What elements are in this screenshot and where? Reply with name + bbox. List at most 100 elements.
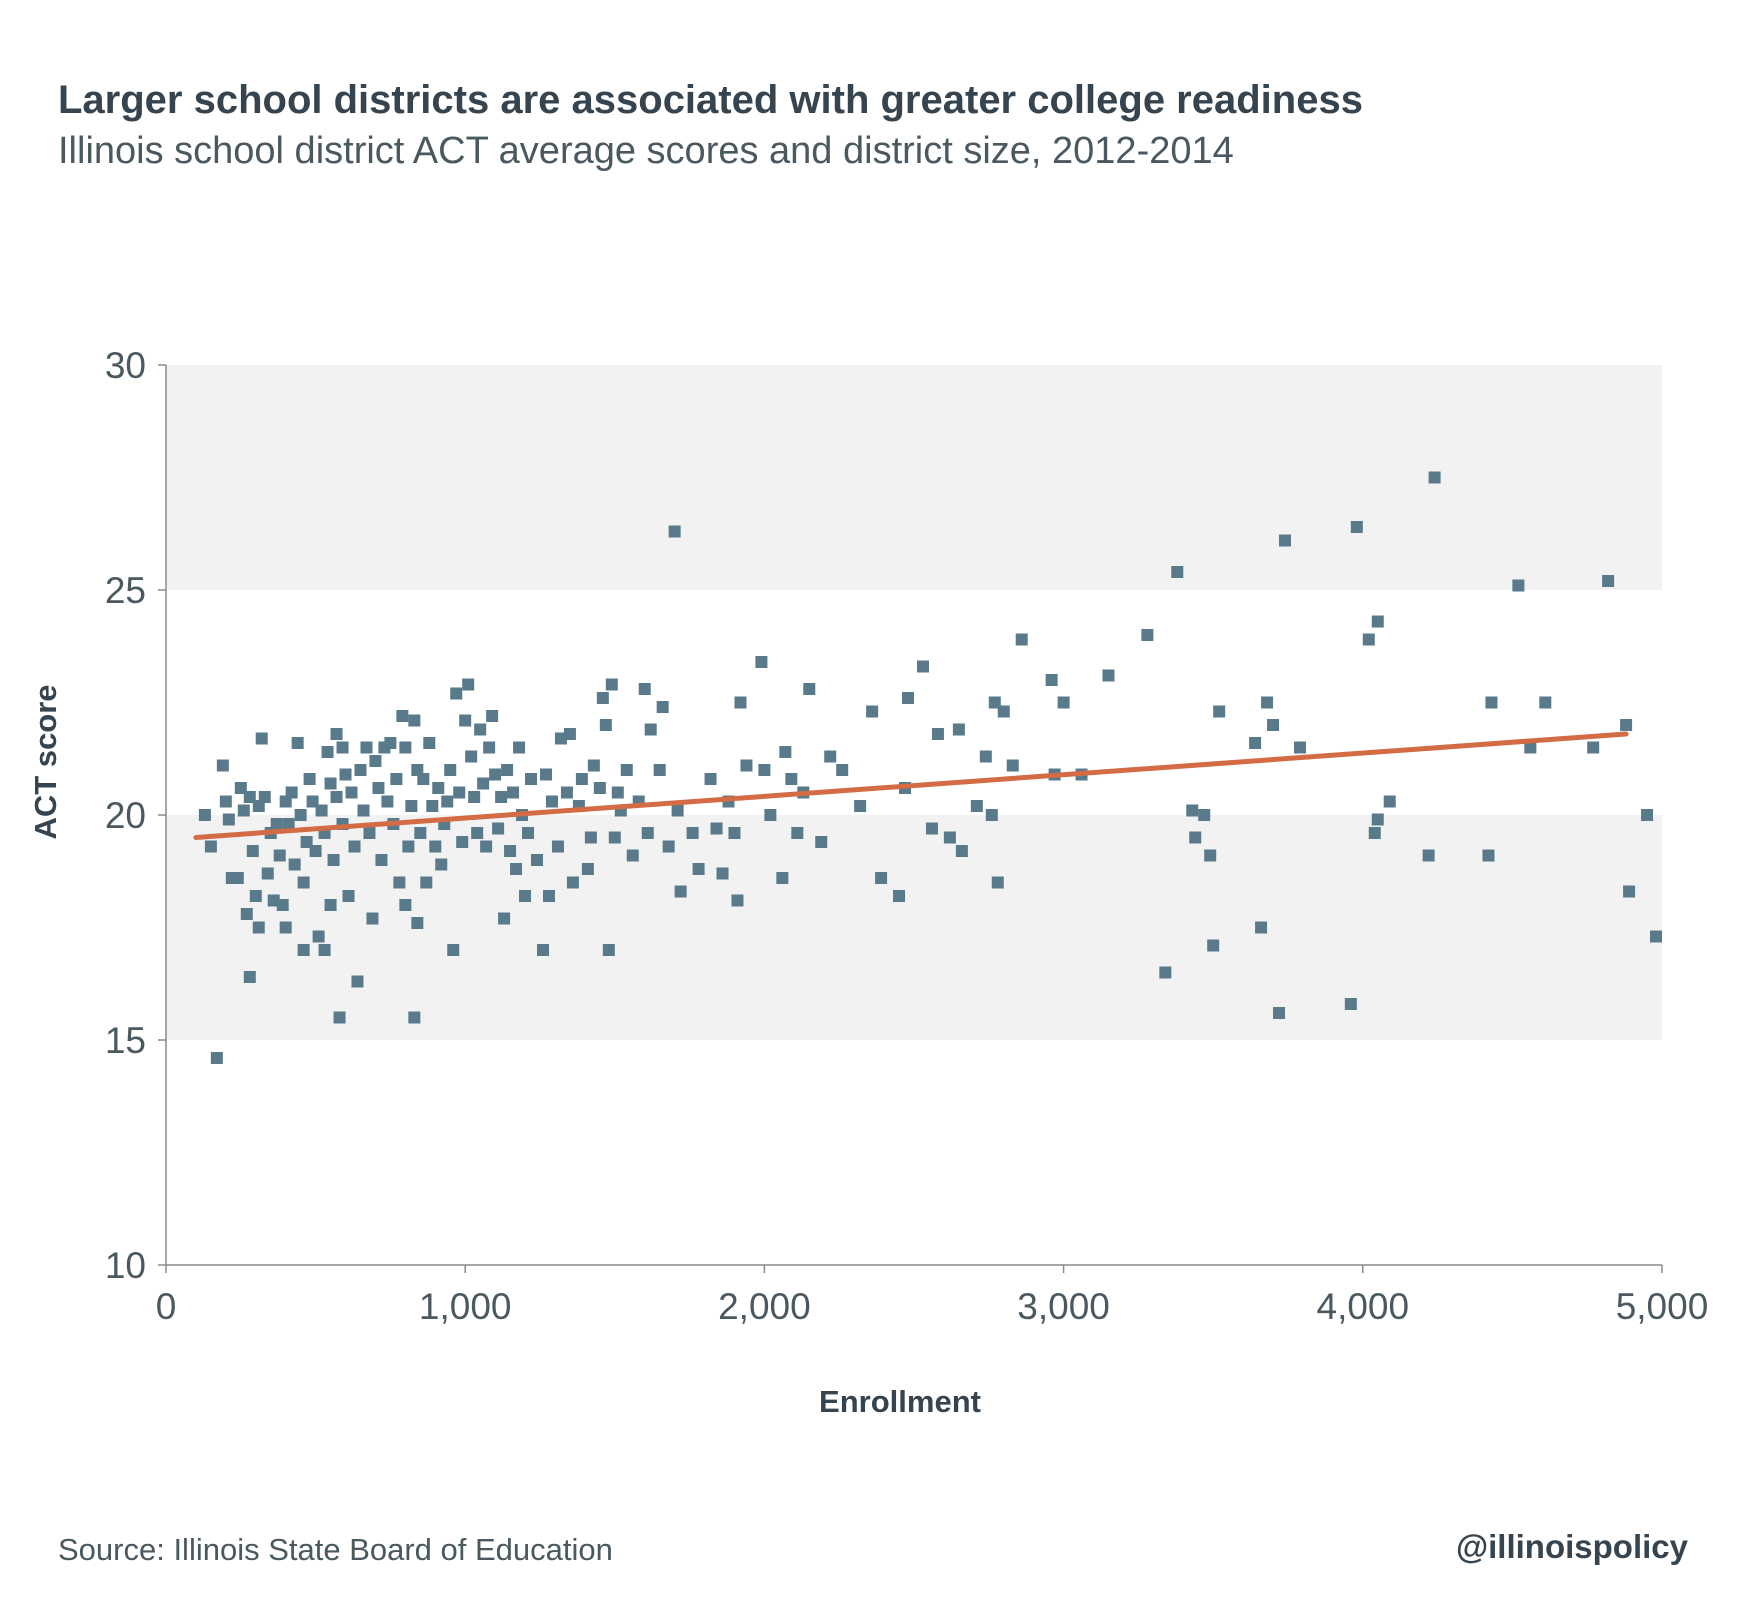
data-point <box>255 732 268 745</box>
data-point <box>668 525 681 538</box>
data-point <box>309 845 322 857</box>
data-point <box>1371 813 1384 826</box>
data-point <box>925 822 938 835</box>
data-point <box>216 759 229 772</box>
data-point <box>282 818 295 830</box>
y-tick-label: 15 <box>105 1020 146 1061</box>
data-point <box>916 660 929 673</box>
data-point <box>686 827 699 839</box>
data-point <box>429 840 442 853</box>
data-point <box>426 800 439 812</box>
data-point <box>408 1011 421 1024</box>
data-point <box>318 944 331 956</box>
data-point <box>1482 849 1495 862</box>
data-point <box>1371 615 1384 628</box>
data-point <box>315 804 328 817</box>
data-point <box>836 764 849 776</box>
data-point <box>734 696 747 709</box>
data-point <box>417 773 430 785</box>
data-point <box>360 741 373 754</box>
data-point <box>312 930 325 943</box>
data-point <box>402 840 415 853</box>
data-point <box>444 764 457 776</box>
data-point <box>1057 696 1070 709</box>
data-point <box>405 800 418 812</box>
trend-line-group <box>193 731 1629 840</box>
x-tick-label: 5,000 <box>1616 1286 1709 1327</box>
data-point <box>288 858 301 871</box>
data-point <box>1362 633 1375 646</box>
data-point <box>764 809 777 821</box>
data-point <box>252 921 265 934</box>
data-point <box>345 786 358 799</box>
data-point <box>477 777 490 790</box>
data-point <box>803 683 816 695</box>
data-point <box>710 822 723 835</box>
data-point <box>363 827 376 839</box>
data-point <box>952 723 965 736</box>
data-point <box>489 768 502 781</box>
data-point <box>525 773 538 785</box>
data-point <box>599 719 612 731</box>
data-point <box>324 899 337 911</box>
data-point <box>471 827 484 839</box>
data-point <box>456 836 469 848</box>
data-point <box>728 827 741 839</box>
data-point <box>465 750 478 763</box>
data-point <box>507 786 520 799</box>
data-point <box>1102 669 1115 682</box>
data-point <box>815 836 828 848</box>
data-point <box>435 858 448 871</box>
data-point <box>704 773 717 785</box>
data-point <box>587 759 600 772</box>
data-point <box>997 705 1010 718</box>
y-tick-label: 10 <box>105 1245 146 1286</box>
data-point <box>204 840 217 853</box>
data-point <box>423 737 436 749</box>
data-point <box>513 741 526 754</box>
data-point <box>866 705 879 718</box>
data-point <box>875 872 888 884</box>
data-point <box>408 714 421 727</box>
data-point <box>372 782 385 794</box>
data-point <box>231 872 244 884</box>
data-point <box>1485 696 1498 709</box>
trend-line <box>193 731 1629 840</box>
data-point <box>1623 885 1636 898</box>
data-point <box>501 764 514 776</box>
background-band-1 <box>166 365 1662 590</box>
data-point <box>758 764 771 776</box>
data-point <box>291 737 304 749</box>
data-point <box>198 809 211 821</box>
data-point <box>545 795 558 808</box>
data-point <box>581 863 594 875</box>
data-point <box>1422 849 1435 862</box>
data-point <box>285 786 298 799</box>
data-point <box>1650 930 1663 943</box>
data-point <box>1350 521 1363 533</box>
brand-handle: @illinoispolicy <box>1455 1528 1688 1565</box>
data-point <box>414 827 427 839</box>
data-point <box>542 890 555 902</box>
data-point <box>1189 831 1202 844</box>
data-point <box>210 1052 223 1064</box>
data-point <box>596 692 609 704</box>
data-point <box>656 701 669 713</box>
data-point <box>991 876 1004 889</box>
data-point <box>348 840 361 853</box>
data-point <box>1344 998 1357 1010</box>
data-point <box>644 723 657 736</box>
data-point <box>716 867 729 880</box>
data-point <box>381 795 394 808</box>
data-point <box>1620 719 1633 731</box>
data-point <box>519 890 532 902</box>
data-point <box>366 912 379 925</box>
data-point <box>219 795 232 808</box>
data-point <box>327 854 340 866</box>
y-axis-ticks: 10 15 20 25 30 <box>105 345 166 1286</box>
data-point <box>498 912 511 925</box>
data-point <box>522 827 535 839</box>
data-point <box>1267 719 1280 731</box>
x-tick-label: 3,000 <box>1017 1286 1110 1327</box>
y-tick-label: 25 <box>105 570 146 611</box>
